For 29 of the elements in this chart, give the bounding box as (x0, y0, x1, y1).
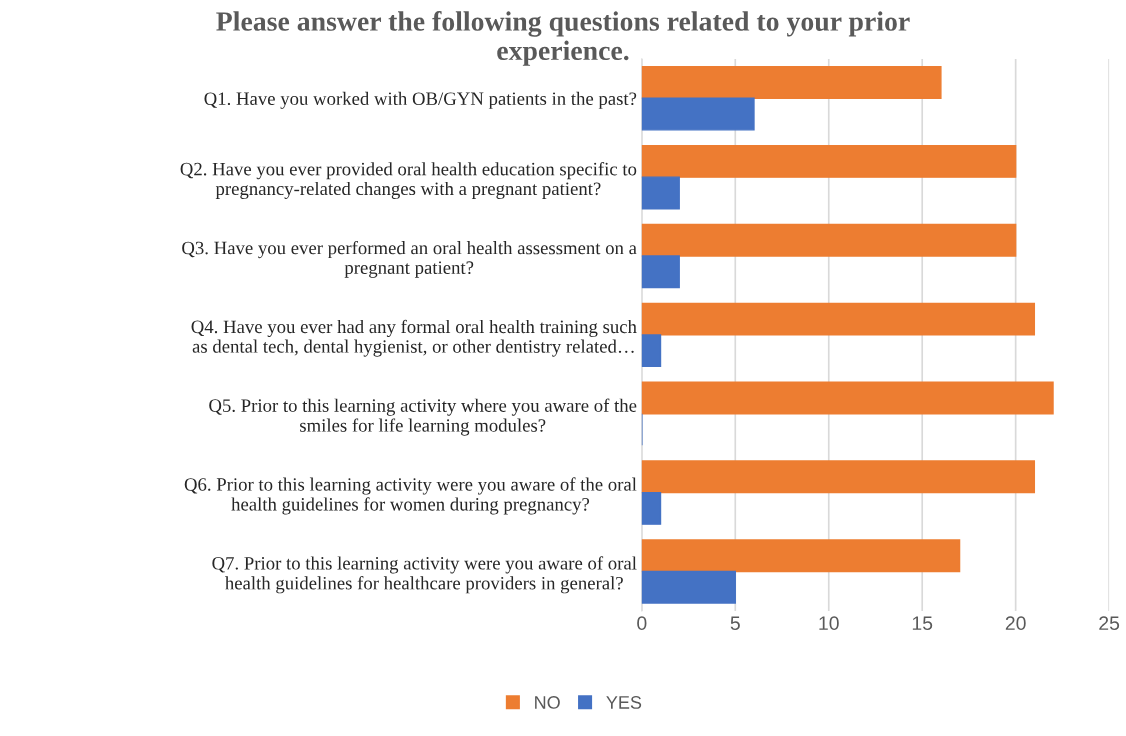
y-tick-label: Q5. Prior to this learning activity where you aware of the smiles for life learning modules? (209, 398, 637, 436)
bar (641, 491, 662, 525)
chart-title: Please answer the following questions related to your prior experience. (216, 11, 910, 66)
x-tick-label: 10 (819, 616, 839, 631)
y-tick-label: Q7. Prior to this learning activity were you aware of oral health guidelines for healthcare providers in general? (212, 556, 637, 594)
bar (641, 97, 755, 131)
bar (641, 302, 1036, 336)
x-tick-label: 20 (1005, 616, 1026, 631)
bar (641, 144, 1017, 178)
x-tick-label: 15 (912, 616, 933, 631)
bar (641, 223, 1017, 257)
bar (641, 66, 942, 100)
legend-label: YES (606, 696, 642, 709)
bar (641, 334, 662, 368)
y-tick-label: Q1. Have you worked with OB/GYN patients in the past? (204, 91, 637, 109)
bar (641, 255, 680, 289)
y-tick-label: Q2. Have you ever provided oral health education specific to pregnancy-related changes with a pregnant patient? (180, 162, 637, 199)
bar (641, 539, 961, 573)
bar (641, 381, 1054, 415)
legend-label: NO (535, 696, 560, 709)
bar (641, 460, 1036, 494)
y-tick-label: Q4. Have you ever had any formal oral health training such as dental tech, dental hygienist, or other dentistry related… (191, 319, 637, 357)
bar (641, 176, 680, 210)
x-tick-label: 25 (1099, 616, 1120, 631)
bar (641, 570, 736, 604)
y-tick-label: Q6. Prior to this learning activity were you aware of the oral health guidelines for women during pregnancy? (184, 477, 637, 515)
y-tick-label: Q3. Have you ever performed an oral health assessment on a pregnant patient? (182, 240, 637, 278)
x-tick-label: 5 (730, 616, 740, 631)
x-tick-label: 0 (637, 616, 647, 631)
